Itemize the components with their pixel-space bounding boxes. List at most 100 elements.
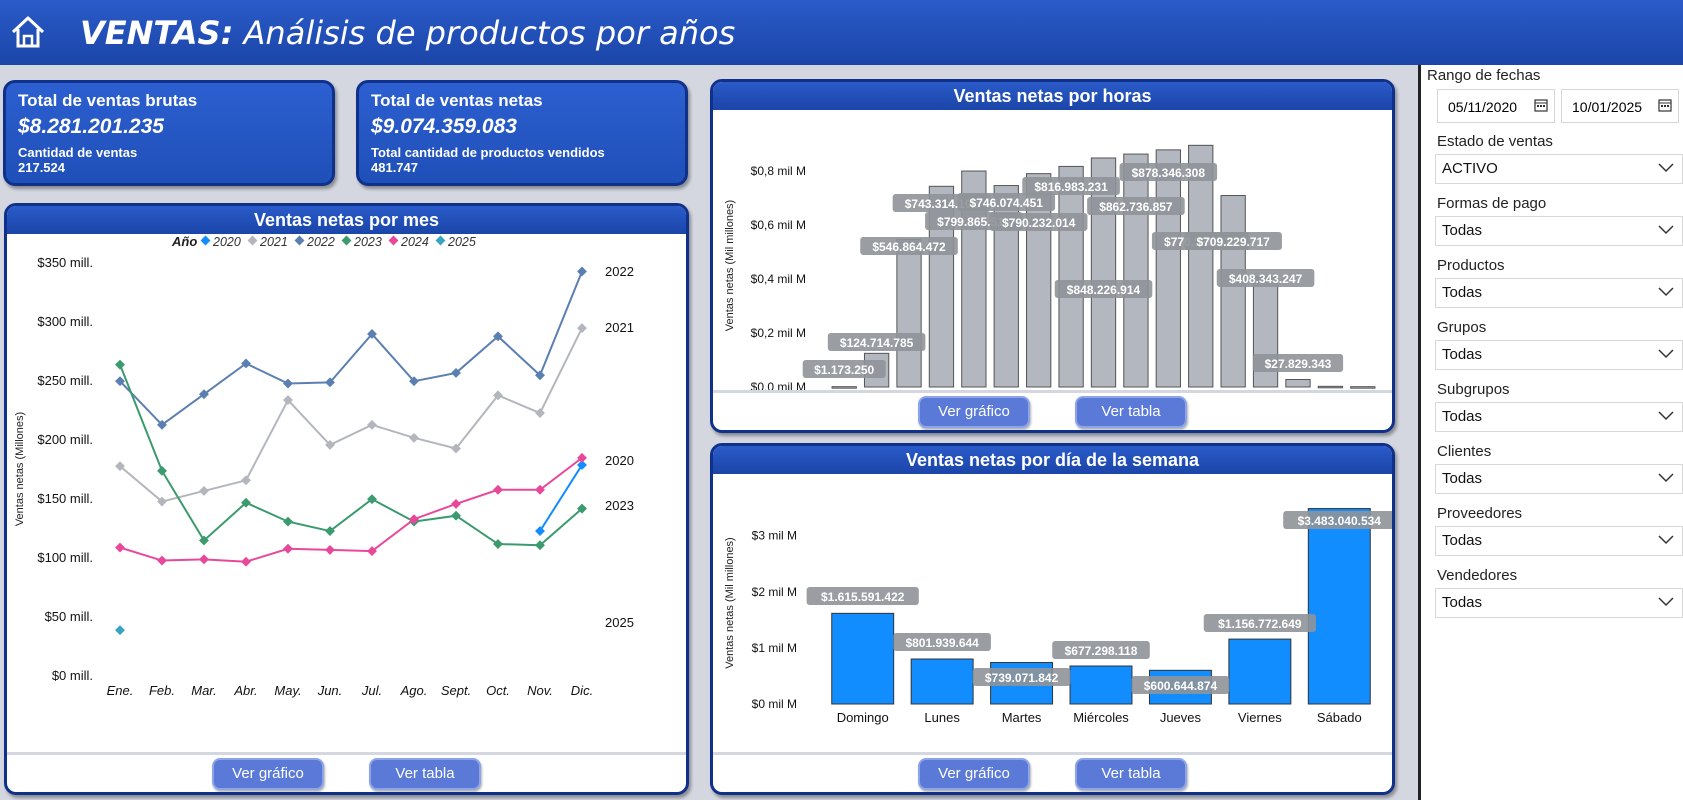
chevron-down-icon[interactable] xyxy=(1658,349,1674,359)
bar xyxy=(1090,157,1117,388)
chevron-down-icon[interactable] xyxy=(1658,411,1674,421)
date-start-input[interactable]: 05/11/2020 xyxy=(1437,89,1555,123)
data-label-text: $124.714.785 xyxy=(840,336,914,350)
panel-title: Ventas netas por día de la semana xyxy=(713,446,1392,474)
filter-label: Productos xyxy=(1437,257,1505,274)
home-icon[interactable] xyxy=(8,12,48,52)
data-point xyxy=(157,465,167,476)
view-chart-button[interactable]: Ver gráfico xyxy=(918,757,1030,790)
data-label-bg xyxy=(806,587,919,605)
filter-dropdown[interactable]: Todas xyxy=(1435,278,1683,308)
view-chart-button[interactable]: Ver gráfico xyxy=(212,757,324,790)
y-tick-label: $350 mill. xyxy=(37,255,93,270)
series-end-label: 2022 xyxy=(605,264,634,279)
data-label-text: $1.173.250 xyxy=(814,363,874,377)
data-point xyxy=(241,475,251,486)
data-label-bg xyxy=(802,360,886,378)
calendar-icon[interactable] xyxy=(1534,98,1548,112)
data-point xyxy=(577,266,587,277)
data-label-text: $1.156.772.649 xyxy=(1218,617,1302,631)
data-point xyxy=(241,358,251,369)
chevron-down-icon[interactable] xyxy=(1658,535,1674,545)
data-label-text: $27.829.343 xyxy=(1265,357,1332,371)
x-tick-label: Ene. xyxy=(107,683,134,698)
date-range-label: Rango de fechas xyxy=(1427,67,1541,84)
data-point xyxy=(535,540,545,551)
date-end-input[interactable]: 10/01/2025 xyxy=(1561,89,1679,123)
x-tick-label: Jueves xyxy=(1160,710,1202,725)
panel-title: Ventas netas por mes xyxy=(7,206,686,234)
y-tick-label: $250 mill. xyxy=(37,373,93,388)
chevron-down-icon[interactable] xyxy=(1658,225,1674,235)
filter-dropdown[interactable]: Todas xyxy=(1435,588,1683,618)
panel-title: Ventas netas por horas xyxy=(713,82,1392,110)
bar xyxy=(831,386,857,389)
filter-dropdown[interactable]: ACTIVO xyxy=(1435,154,1683,184)
data-label-bg xyxy=(957,193,1056,211)
bar xyxy=(1069,665,1133,705)
legend-entry: 2020 xyxy=(212,235,241,249)
data-point xyxy=(199,485,209,496)
legend-marker xyxy=(341,235,352,246)
filter-label: Grupos xyxy=(1437,319,1487,336)
filter-label: Formas de pago xyxy=(1437,195,1547,212)
data-point xyxy=(241,497,251,508)
filter-dropdown[interactable]: Todas xyxy=(1435,216,1683,246)
kpi-value: $9.074.359.083 xyxy=(371,115,517,138)
page-title: VENTAS: Análisis de productos por años xyxy=(80,14,736,52)
chevron-down-icon[interactable] xyxy=(1658,597,1674,607)
series-line xyxy=(119,457,583,563)
x-tick-label: Viernes xyxy=(1238,710,1282,725)
panel-footer: Ver gráfico Ver tabla xyxy=(713,752,1392,792)
y-tick-label: $0,4 mil M xyxy=(751,272,806,286)
view-table-button[interactable]: Ver tabla xyxy=(1075,395,1187,428)
filter-label: Vendedores xyxy=(1437,567,1518,584)
y-axis-title: Ventas netas (Millones) xyxy=(14,412,26,526)
bar xyxy=(1220,195,1246,388)
chevron-down-icon[interactable] xyxy=(1658,473,1674,483)
data-point xyxy=(199,389,209,400)
data-label: $746.074.451 xyxy=(957,193,1056,211)
data-point xyxy=(199,535,209,546)
weekday-bar-chart[interactable]: $0 mil M $1 mil M $2 mil M $3 mil M Ventas n… xyxy=(713,474,1392,754)
data-label-bg xyxy=(860,237,958,255)
data-label-text: $862.736.857 xyxy=(1099,200,1173,214)
data-label-bg xyxy=(1252,354,1344,372)
filters-sidebar: Rango de fechas 05/11/2020 10/01/2025 Es… xyxy=(1418,65,1683,800)
filter-dropdown[interactable]: Todas xyxy=(1435,464,1683,494)
chart-legend: Año 2020 2021 2022 2023 2024 2025 xyxy=(171,234,476,249)
hourly-bar-chart[interactable]: $0,0 mil M $0,2 mil M $0,4 mil M $0,6 mil M… xyxy=(713,110,1392,392)
monthly-line-chart[interactable]: Año 2020 2021 2022 2023 2024 2025 $0 mill. $50 m… xyxy=(7,234,686,754)
filter-label: Clientes xyxy=(1437,443,1492,460)
x-tick-label: Sábado xyxy=(1317,710,1362,725)
bar xyxy=(1317,385,1344,389)
calendar-icon[interactable] xyxy=(1658,98,1672,112)
chevron-down-icon[interactable] xyxy=(1658,163,1674,173)
x-tick-label: Mar. xyxy=(191,683,217,698)
y-tick-label: $200 mill. xyxy=(37,432,93,447)
weekday-sales-panel: Ventas netas por día de la semana $0 mil… xyxy=(710,443,1395,795)
legend-entry: 2023 xyxy=(353,235,382,249)
filter-dropdown[interactable]: Todas xyxy=(1435,340,1683,370)
bar xyxy=(1307,508,1371,705)
data-label-text: $746.074.451 xyxy=(970,196,1044,210)
view-table-button[interactable]: Ver tabla xyxy=(369,757,481,790)
data-point xyxy=(367,546,377,557)
data-label: $1.173.250 xyxy=(802,360,886,378)
data-label-bg xyxy=(827,333,926,351)
filter-dropdown[interactable]: Todas xyxy=(1435,402,1683,432)
bar xyxy=(831,612,895,705)
view-chart-button[interactable]: Ver gráfico xyxy=(918,395,1030,428)
chevron-down-icon[interactable] xyxy=(1658,287,1674,297)
data-point xyxy=(325,377,335,388)
data-label: $709.229.717 xyxy=(1184,232,1282,250)
data-point xyxy=(283,543,293,554)
filter-dropdown[interactable]: Todas xyxy=(1435,526,1683,556)
data-point xyxy=(535,408,545,418)
view-table-button[interactable]: Ver tabla xyxy=(1075,757,1187,790)
data-point xyxy=(157,555,167,566)
bar xyxy=(1350,386,1376,389)
panel-footer: Ver gráfico Ver tabla xyxy=(713,390,1392,430)
bar xyxy=(1155,149,1181,388)
data-label: $878.346.308 xyxy=(1119,163,1218,181)
